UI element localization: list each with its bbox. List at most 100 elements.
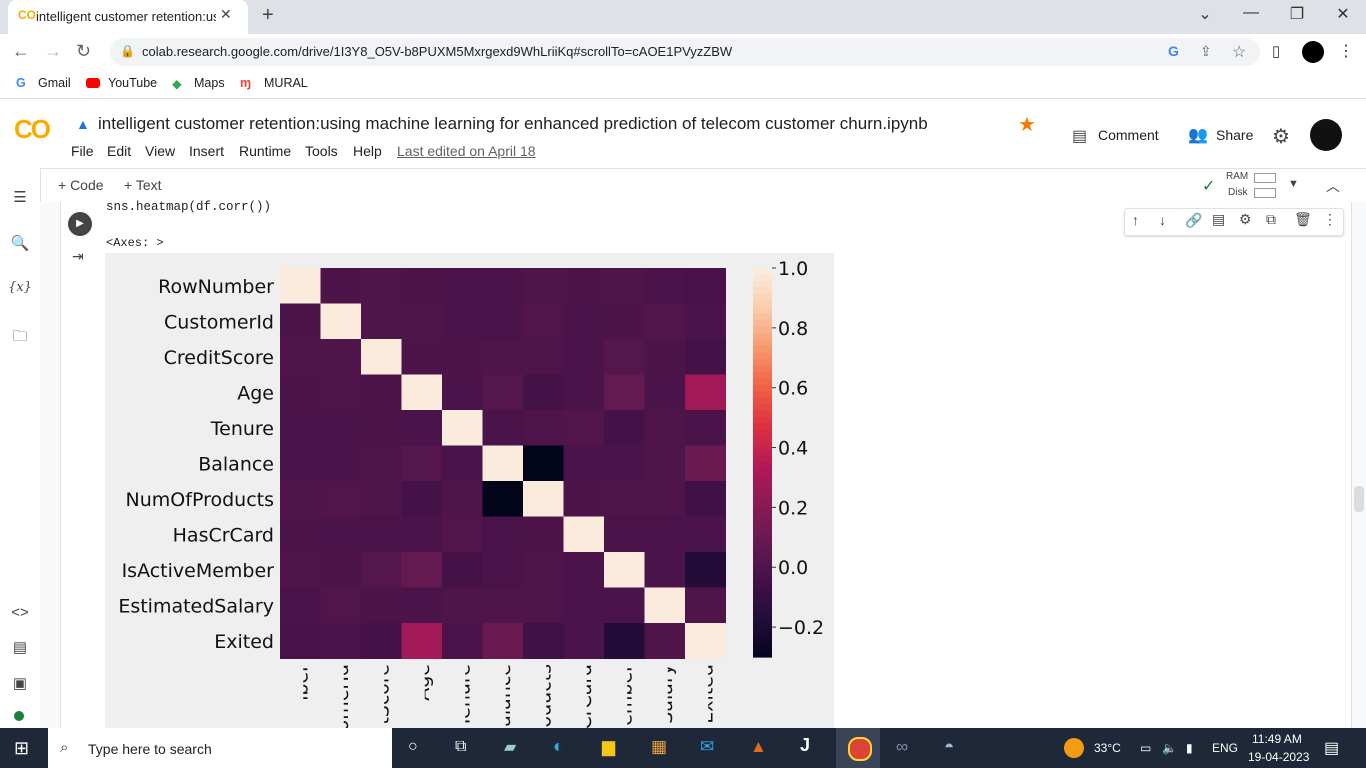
language-indicator[interactable]: ENG <box>1212 741 1239 755</box>
code-snippets-icon[interactable]: <> <box>11 604 29 621</box>
variables-icon[interactable]: {x} <box>8 280 32 295</box>
tab-search-icon[interactable]: ⌄ <box>1198 6 1212 23</box>
url-text[interactable]: colab.research.google.com/drive/1I3Y8_O5… <box>142 44 733 59</box>
ram-meter[interactable] <box>1254 173 1276 183</box>
network-icon[interactable]: ▭ <box>1140 741 1152 755</box>
mirror-cell-icon[interactable]: ⧉ <box>1266 211 1276 227</box>
menu-tools[interactable]: Tools <box>305 143 338 159</box>
bookmark-mural[interactable]: MURAL <box>264 76 308 90</box>
share-icon[interactable]: 👥 <box>1188 127 1208 144</box>
menu-help[interactable]: Help <box>353 143 382 159</box>
forward-icon[interactable]: → <box>44 41 62 61</box>
delete-cell-icon[interactable]: 🗑 <box>1294 211 1312 227</box>
lock-icon[interactable]: 🔒 <box>120 44 135 58</box>
matlab-icon[interactable]: ▲ <box>750 737 767 756</box>
drive-icon[interactable]: ▲ <box>76 116 90 132</box>
browser-menu-icon[interactable]: ⋮ <box>1338 43 1354 60</box>
more-options-icon[interactable]: ⋮ <box>1323 211 1337 227</box>
bookmark-gmail[interactable]: Gmail <box>38 76 71 90</box>
reload-icon[interactable]: ↻ <box>76 41 92 61</box>
move-up-icon[interactable]: ↑ <box>1132 212 1139 228</box>
menu-edit[interactable]: Edit <box>107 143 132 159</box>
clock-time[interactable]: 11:49 AM <box>1252 732 1302 746</box>
colorbar-segment <box>753 598 772 606</box>
last-edited-link[interactable]: Last edited on April 18 <box>397 143 536 159</box>
clock-date[interactable]: 19-04-2023 <box>1248 750 1310 764</box>
terminal-icon[interactable]: ▣ <box>12 675 28 692</box>
comment-button[interactable]: Comment <box>1098 127 1159 143</box>
side-panel-icon[interactable]: ▯ <box>1272 43 1281 60</box>
colab-logo[interactable]: CO <box>14 114 51 144</box>
notifications-icon[interactable]: ▤ <box>1324 740 1340 757</box>
share-button[interactable]: Share <box>1216 127 1254 143</box>
collapse-header-icon[interactable]: ︿ <box>1326 178 1340 194</box>
share-page-icon[interactable]: ⇪ <box>1200 43 1212 59</box>
profile-avatar[interactable] <box>1302 41 1324 63</box>
add-text-button[interactable]: + Text <box>124 177 162 193</box>
heatmap-cell <box>361 445 402 482</box>
run-cell-icon[interactable]: ▶ <box>68 212 92 236</box>
heatmap-cell <box>604 268 645 304</box>
paint-icon[interactable]: ◓ <box>944 737 955 756</box>
taskbar-search-placeholder[interactable]: Type here to search <box>88 741 212 757</box>
browser-tab[interactable] <box>8 0 248 34</box>
disk-meter[interactable] <box>1254 188 1276 198</box>
taskbar-search[interactable] <box>48 728 392 768</box>
menu-insert[interactable]: Insert <box>189 143 225 159</box>
jupyter-app-icon[interactable]: J <box>800 735 811 755</box>
heatmap-cell <box>523 516 564 553</box>
battery-icon[interactable]: ▮ <box>1186 741 1193 755</box>
volume-icon[interactable]: 🔈 <box>1162 741 1177 755</box>
bookmark-maps[interactable]: Maps <box>194 76 225 90</box>
comment-cell-icon[interactable]: ▤ <box>1212 211 1226 227</box>
star-icon[interactable]: ★ <box>1018 114 1036 136</box>
menu-runtime[interactable]: Runtime <box>239 143 292 159</box>
heatmap-cell <box>442 268 483 304</box>
account-avatar[interactable] <box>1310 119 1342 151</box>
comment-icon[interactable]: ▤ <box>1072 128 1088 145</box>
heatmap-cell <box>685 552 726 588</box>
command-palette-icon[interactable]: ▤ <box>12 639 28 656</box>
address-bar[interactable] <box>110 38 1260 66</box>
windows-start-icon[interactable]: ⊞ <box>14 738 30 758</box>
minimize-icon[interactable]: — <box>1243 4 1259 21</box>
bookmark-youtube[interactable]: YouTube <box>108 76 158 90</box>
runtime-dropdown-icon[interactable]: ▼ <box>1288 178 1299 190</box>
x-tick-label: Tenure <box>452 664 474 728</box>
store-icon[interactable]: ▦ <box>651 737 668 756</box>
bookmark-star-icon[interactable]: ☆ <box>1232 44 1247 61</box>
close-tab-icon[interactable]: ✕ <box>220 6 232 22</box>
file-explorer-icon[interactable]: ▆ <box>602 737 616 756</box>
app-icon-2[interactable]: ∞ <box>896 737 909 756</box>
files-icon[interactable]: 🗀 <box>12 328 28 345</box>
scrollbar-thumb[interactable] <box>1354 486 1364 512</box>
menu-file[interactable]: File <box>71 143 94 159</box>
window-close-icon[interactable]: ✕ <box>1336 6 1350 23</box>
output-actions-icon[interactable]: ⇥ <box>72 248 84 264</box>
restore-icon[interactable]: ❐ <box>1289 6 1305 23</box>
google-icon[interactable]: G <box>1168 43 1179 59</box>
search-icon[interactable]: 🔍 <box>10 235 30 252</box>
colorbar-segment <box>753 287 772 295</box>
table-of-contents-icon[interactable]: ☰ <box>13 189 27 206</box>
add-code-button[interactable]: + Code <box>58 177 104 193</box>
cortana-icon[interactable]: ○ <box>408 738 418 755</box>
status-dot <box>14 711 24 721</box>
heatmap-cell <box>604 623 645 659</box>
edge-icon[interactable]: ◐ <box>553 736 564 756</box>
heatmap-cell <box>280 303 321 340</box>
app-icon-1[interactable]: ▰ <box>504 739 517 756</box>
menu-view[interactable]: View <box>145 143 176 159</box>
mail-icon[interactable]: ✉ <box>700 737 715 756</box>
weather-temp[interactable]: 33°C <box>1094 741 1121 755</box>
move-down-icon[interactable]: ↓ <box>1159 212 1166 228</box>
chrome-icon[interactable] <box>848 737 872 761</box>
task-view-icon[interactable]: ⧉ <box>455 738 467 755</box>
new-tab-icon[interactable]: + <box>262 4 274 26</box>
link-icon[interactable]: 🔗 <box>1185 212 1203 228</box>
code-line[interactable]: sns.heatmap(df.corr()) <box>106 200 272 214</box>
cell-settings-icon[interactable]: ⚙ <box>1239 211 1252 227</box>
settings-gear-icon[interactable]: ⚙ <box>1272 126 1290 148</box>
back-icon[interactable]: ← <box>12 41 30 61</box>
notebook-title[interactable]: intelligent customer retention:using mac… <box>98 114 928 133</box>
